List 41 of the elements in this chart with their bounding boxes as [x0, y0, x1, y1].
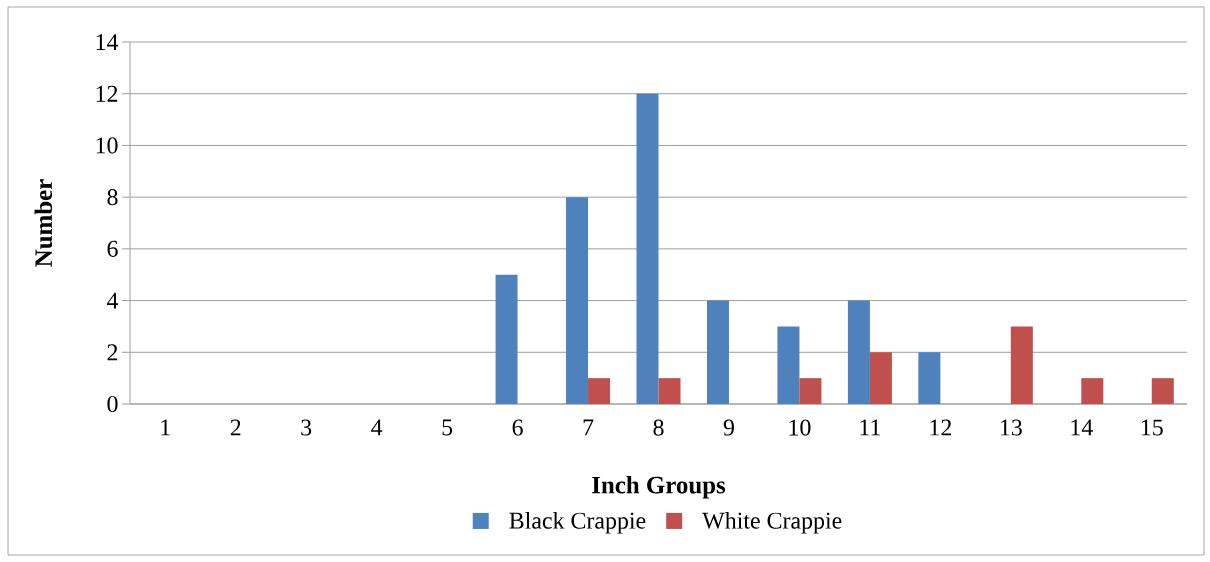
- x-tick-label: 6: [512, 419, 523, 436]
- x-tick-label: 4: [371, 419, 383, 436]
- x-tick-label: 14: [1071, 419, 1093, 436]
- bar: [1010, 326, 1033, 404]
- bar: [1081, 378, 1104, 404]
- y-tick-label: 12: [96, 85, 118, 102]
- y-tick-label: 10: [96, 137, 118, 154]
- y-tick-label: 4: [106, 292, 119, 309]
- x-tick-label: 11: [860, 419, 880, 436]
- x-tick-label: 9: [723, 419, 734, 436]
- y-tick-label: 6: [107, 240, 118, 257]
- bar: [636, 93, 659, 404]
- bar: [495, 274, 518, 404]
- x-tick-label: 2: [230, 419, 241, 436]
- legend-label: White Crappie: [702, 511, 842, 534]
- y-tick-label: 8: [107, 189, 118, 206]
- x-tick-label: 3: [301, 419, 312, 436]
- bar: [847, 300, 870, 404]
- bar: [1151, 378, 1174, 404]
- bar: [869, 352, 892, 404]
- x-tick-label: 13: [1000, 419, 1022, 436]
- bar: [918, 352, 941, 404]
- bar: [706, 300, 729, 404]
- x-tick-label: 8: [653, 419, 664, 436]
- legend-label: Black Crappie: [509, 511, 646, 534]
- x-tick-label: 12: [930, 419, 952, 436]
- y-axis-title: Number: [34, 179, 53, 267]
- x-axis-title: Inch Groups: [592, 475, 726, 499]
- bar: [799, 378, 822, 404]
- x-tick-label: 15: [1141, 419, 1163, 436]
- bar: [777, 326, 800, 404]
- bar: [566, 197, 589, 404]
- x-tick-label: 10: [789, 419, 811, 436]
- y-tick-label: 14: [96, 34, 119, 50]
- y-tick-label: 0: [107, 395, 118, 413]
- x-tick-label: 5: [442, 419, 453, 436]
- bar: [658, 378, 681, 404]
- x-tick-label: 7: [583, 419, 594, 436]
- y-tick-label: 2: [107, 344, 118, 361]
- x-tick-label: 1: [161, 419, 170, 436]
- bar: [588, 378, 611, 404]
